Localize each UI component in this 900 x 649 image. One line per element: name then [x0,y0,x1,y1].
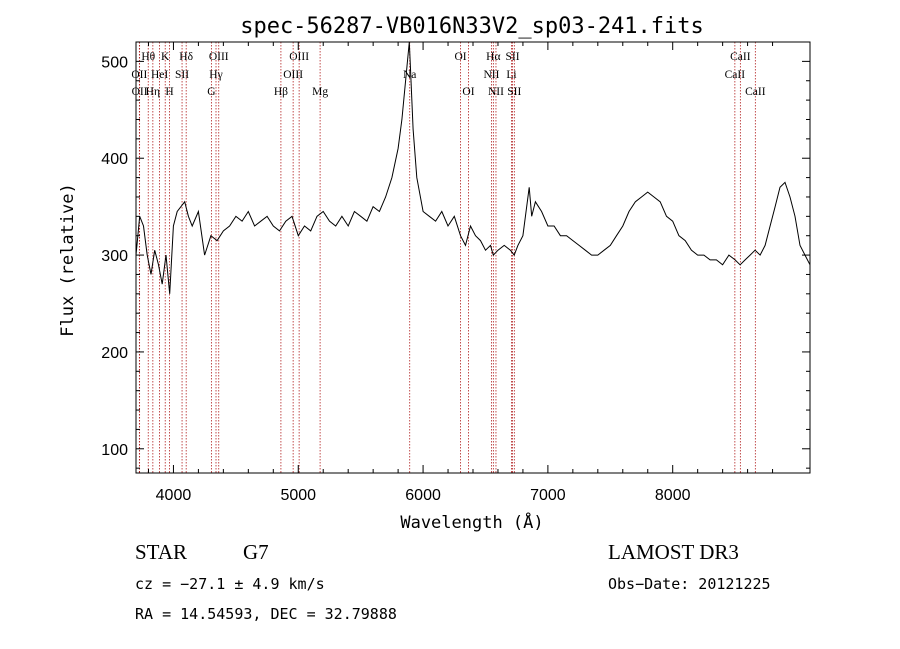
x-axis-label: Wavelength (Å) [400,511,543,533]
line-label-11: SII [175,69,189,81]
chart-title: spec-56287-VB016N33V2_sp03-241.fits [240,14,704,39]
spectral-line-labels: Hθ K Hδ OIII OIII OI Hα SII CaII OII HeI SII Hγ OIII N… [131,51,765,98]
line-label-10: HeI [151,69,168,81]
sky-coordinates: RA = 14.54593, DEC = 32.79888 [135,605,397,623]
line-label-8: CaII [730,51,751,63]
line-label-9: OII [131,69,147,81]
x-axis-ticks: 4000 5000 6000 7000 8000 [147,42,774,504]
line-label-7: SII [506,51,520,63]
line-label-27: CaII [745,86,766,98]
line-label-24: OI [462,86,474,98]
object-subclass: G7 [243,540,269,564]
line-label-6: Hα [486,51,500,63]
line-label-12: Hγ [209,69,222,81]
line-label-21: Hβ [274,86,288,98]
redshift-cz: cz = −27.1 ± 4.9 km/s [135,575,325,593]
line-label-4: OIII [289,51,309,63]
x-tick-label-3: 7000 [530,487,566,504]
line-label-19: H [165,86,173,98]
y-tick-label-3: 400 [101,151,128,168]
spectrum-line [135,41,811,294]
line-label-5: OI [454,51,466,63]
x-tick-label-0: 4000 [156,487,192,504]
survey-name: LAMOST DR3 [608,540,739,564]
line-label-22: Mg [312,86,328,98]
line-label-20: G [207,86,215,98]
observation-date: Obs−Date: 20121225 [608,575,771,593]
line-label-1: K [161,51,170,63]
line-label-18: Hη [146,86,160,98]
y-tick-label-2: 300 [101,248,128,265]
line-label-25: NII [488,86,504,98]
line-label-13: OIII [283,69,303,81]
y-axis-label: Flux (relative) [58,183,78,337]
x-tick-label-1: 5000 [280,487,316,504]
line-label-16: CaII [725,69,746,81]
line-label-26: SII [507,86,521,98]
object-class: STAR [135,540,187,564]
spectral-line-markers [138,42,756,473]
y-tick-label-4: 500 [101,54,128,71]
line-label-3: OIII [209,51,229,63]
y-tick-label-1: 200 [101,345,128,362]
y-axis-ticks: 100 200 300 400 500 [101,41,810,469]
x-tick-label-4: 8000 [655,487,691,504]
plot-frame [135,41,811,474]
line-label-2: Hδ [179,51,193,63]
x-tick-label-2: 6000 [405,487,441,504]
line-label-0: Hθ [141,51,155,63]
y-tick-label-0: 100 [101,442,128,459]
line-label-15: Li [506,69,516,81]
line-label-14: NII [483,69,499,81]
line-label-23: Na [403,69,416,81]
